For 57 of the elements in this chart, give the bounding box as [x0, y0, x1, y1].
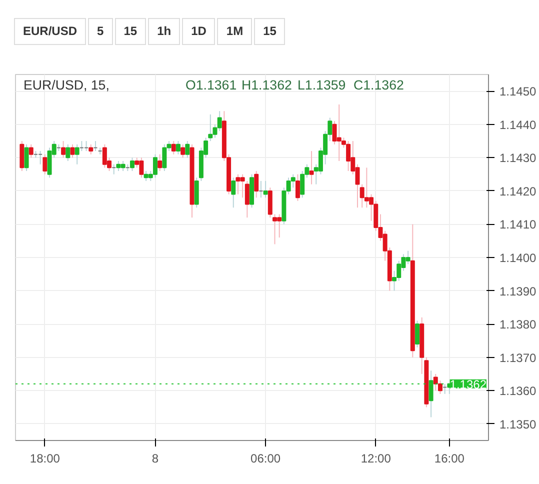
- candlestick: [309, 150, 314, 185]
- x-tick-label: 8: [152, 452, 159, 466]
- y-tick-label: 1.1410: [500, 218, 537, 232]
- y-tick-label: 1.1390: [500, 284, 537, 298]
- annotation: H1.1362: [242, 78, 292, 92]
- candlestick: [152, 154, 158, 178]
- chart-title: EUR/USD, 15,: [24, 78, 110, 92]
- candlestick: [438, 380, 442, 394]
- y-tick-label: 1.1350: [500, 417, 537, 432]
- candlestick: [24, 144, 29, 172]
- y-tick-label: 1.1370: [500, 350, 537, 365]
- candlestick: [70, 144, 75, 158]
- x-tick-label: 06:00: [250, 452, 281, 466]
- candlestick: [28, 144, 34, 158]
- text: 1M: [217, 18, 252, 46]
- text: EUR/USD: [14, 18, 86, 46]
- candlestick: [295, 174, 300, 202]
- text: 1D: [182, 18, 216, 46]
- y-tick-label: 1.1430: [500, 151, 537, 166]
- candlestick: [66, 144, 70, 162]
- text: 15: [114, 18, 146, 46]
- annotation: L1.1359: [298, 78, 346, 92]
- candlestick: [130, 157, 135, 172]
- text: 15: [254, 18, 286, 46]
- candlestick: [74, 144, 80, 165]
- candlestick: [158, 154, 162, 172]
- candlestick: [42, 154, 48, 175]
- text: 1h: [148, 18, 180, 46]
- candlestick: [180, 144, 186, 158]
- y-tick-label: 1.1420: [500, 184, 537, 198]
- y-tick-label: 1.1440: [500, 118, 537, 132]
- candlestick: [300, 170, 305, 198]
- y-tick-label: 1.1450: [500, 84, 537, 99]
- candlestick: [61, 140, 66, 158]
- candlestick: [254, 170, 259, 198]
- y-tick-label: 1.1360: [500, 384, 537, 398]
- y-tick-label: 1.1380: [500, 318, 537, 332]
- annotation: C1.1362: [354, 78, 404, 92]
- y-tick-label: 1.1400: [500, 251, 537, 265]
- x-tick-label: 16:00: [434, 452, 465, 466]
- text: 5: [88, 18, 113, 46]
- candlestick: [176, 140, 180, 155]
- annotation: O1.1361: [186, 78, 237, 92]
- ref-line-label: 1.1362: [450, 377, 487, 392]
- candlestick: [171, 140, 176, 155]
- candlestick: [20, 140, 24, 172]
- candlestick: [185, 140, 190, 158]
- candlestick: [263, 180, 268, 198]
- candlestick: [88, 144, 94, 155]
- candlestick: [290, 174, 296, 188]
- x-tick-label: 12:00: [360, 452, 392, 466]
- candlestick: [268, 187, 272, 218]
- candlestick: [194, 177, 199, 208]
- candlestick: [415, 320, 420, 348]
- x-tick-label: 18:00: [30, 452, 60, 466]
- candlestick: [231, 177, 236, 208]
- candlestick: [244, 180, 250, 218]
